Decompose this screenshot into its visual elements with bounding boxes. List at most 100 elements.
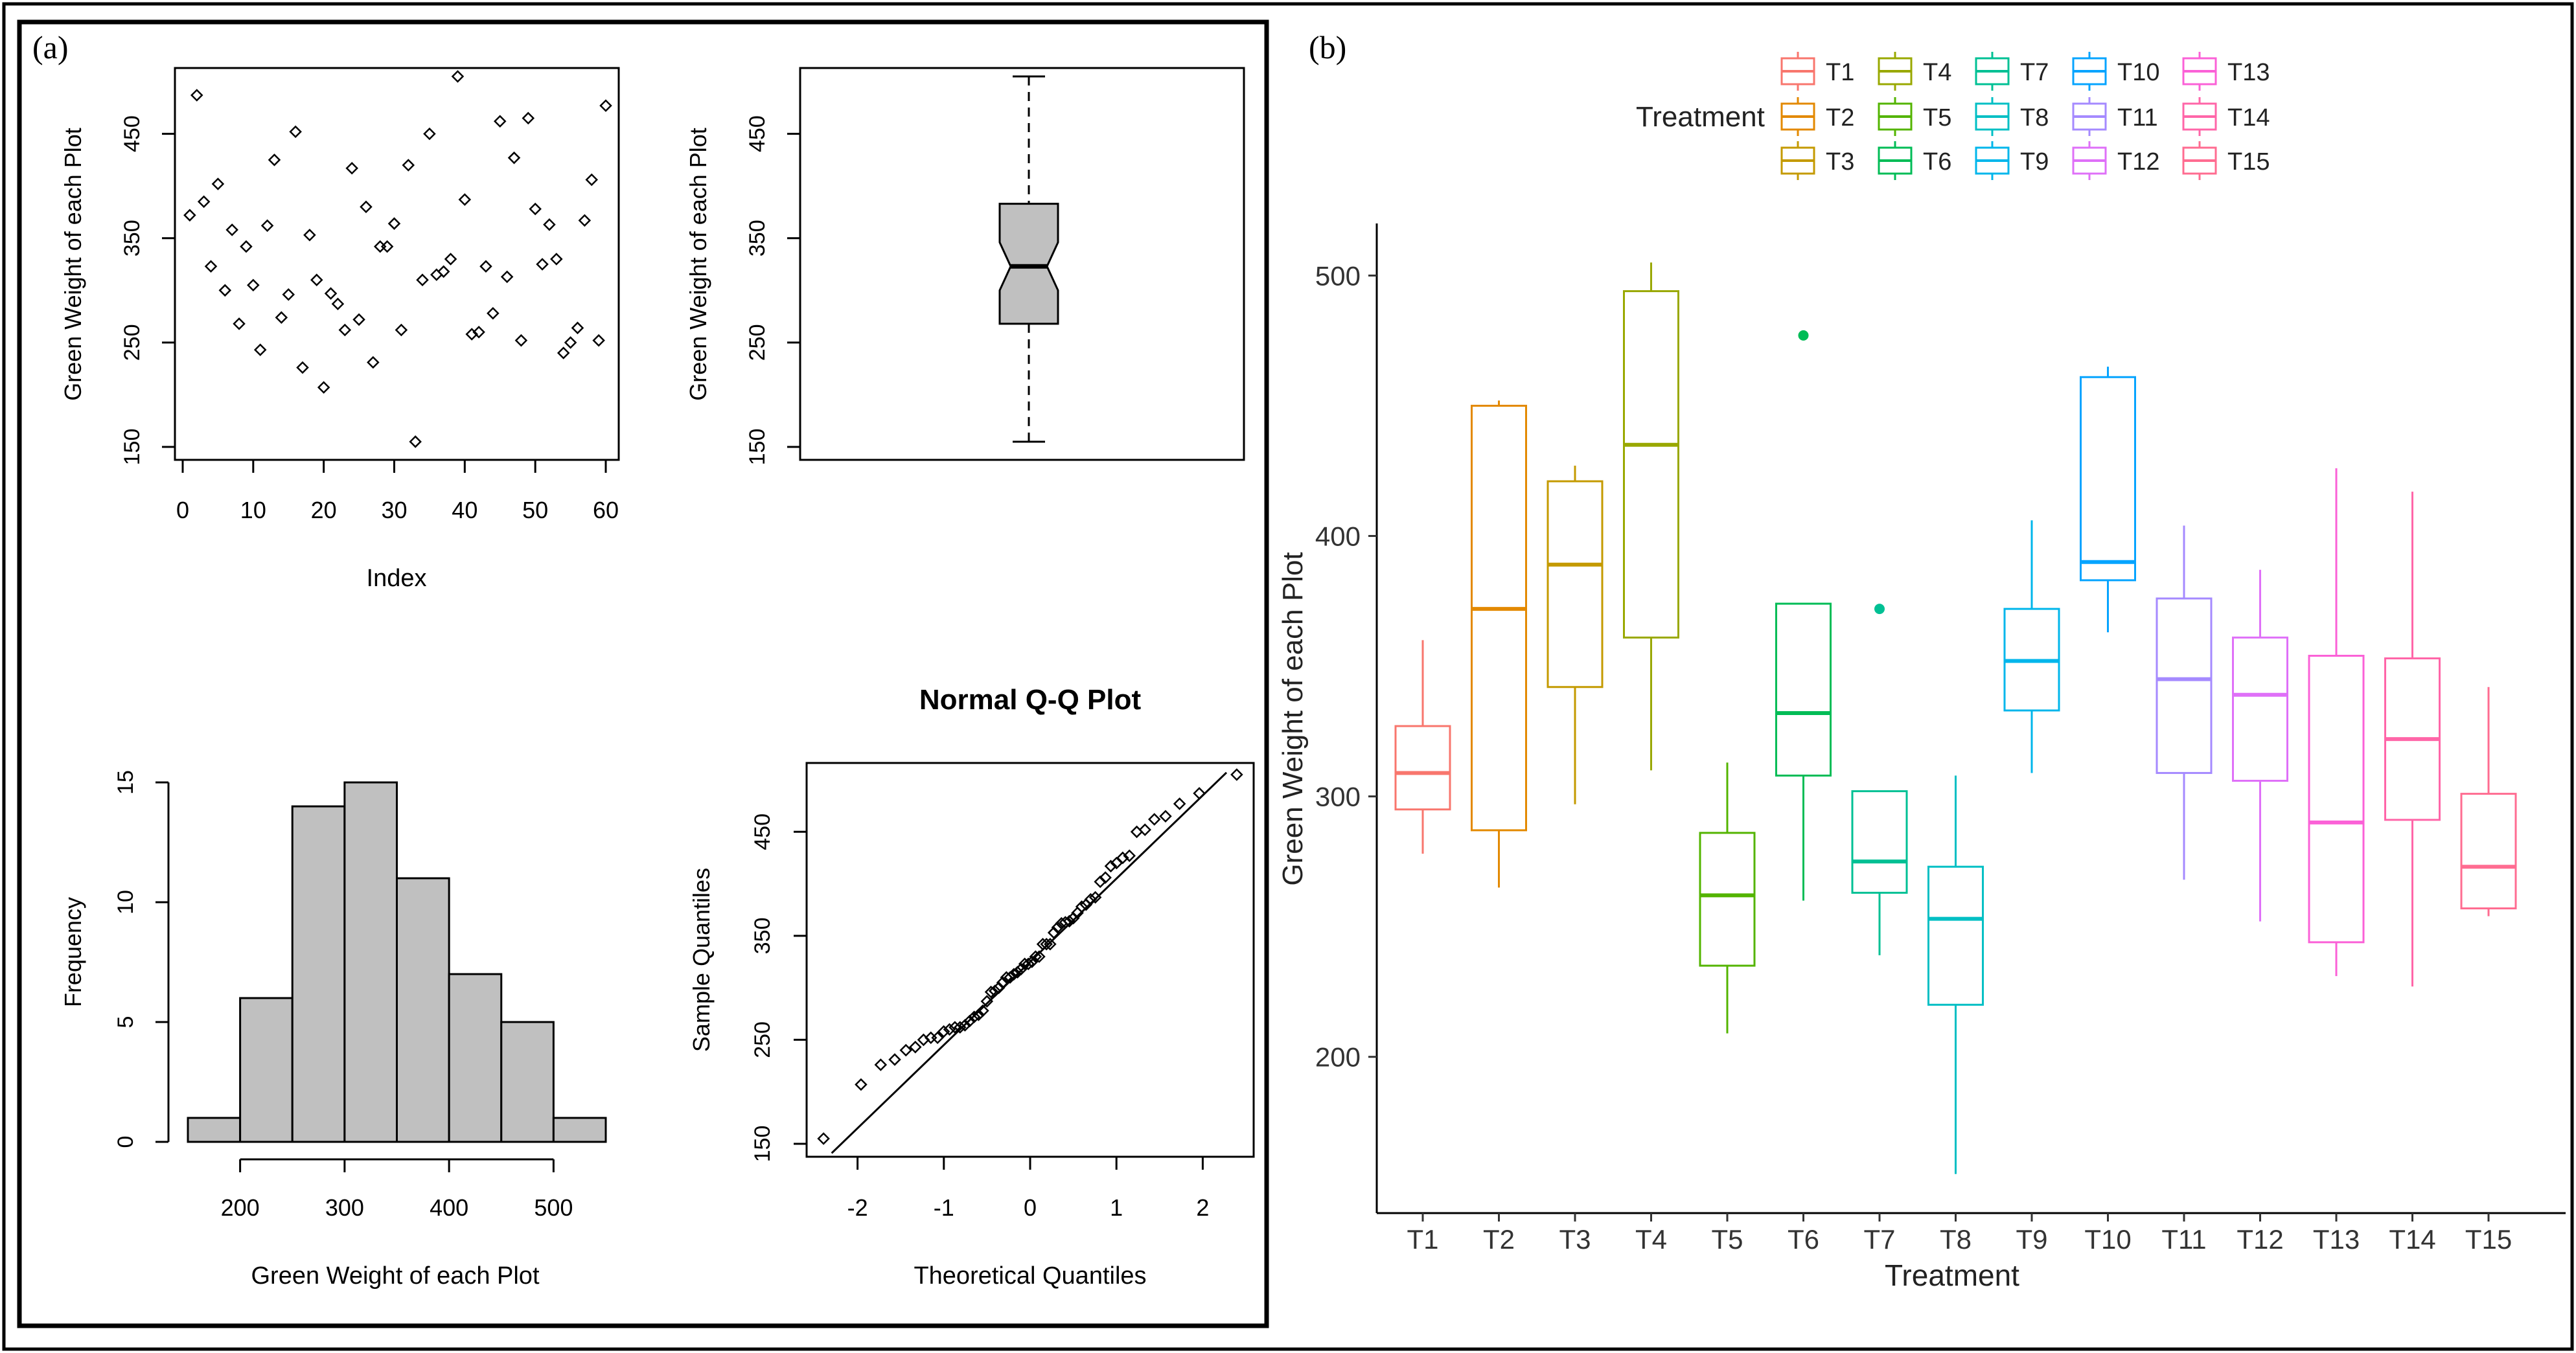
treatment-boxes: [1394, 262, 2517, 1174]
qq-plot-point: [949, 1021, 961, 1034]
histogram-bar: [552, 1117, 607, 1143]
treatment-y-tick-label: 500: [1315, 260, 1361, 291]
index-scatter-y-axis: 150 250 350 450: [120, 115, 176, 466]
index-scatter-x-tick-label: 50: [522, 497, 548, 523]
index-scatter-point: [260, 219, 274, 233]
qq-plot-point: [1040, 937, 1053, 951]
index-scatter-point: [303, 229, 316, 242]
treatment-y-axis: 200 300 400 500: [1315, 260, 1377, 1073]
index-scatter-point: [409, 435, 422, 448]
index-scatter-point: [331, 297, 345, 311]
histogram-bar: [500, 1021, 555, 1143]
qq-plot-line: [831, 771, 1228, 1154]
index-scatter-point: [387, 217, 401, 230]
index-scatter-x-tick-label: 40: [452, 497, 477, 523]
treatment-box: [1471, 404, 1527, 832]
index-scatter-x-tick-label: 60: [593, 497, 619, 523]
treatment-legend-label: T8: [2020, 104, 2049, 131]
index-scatter-point: [578, 214, 592, 227]
index-scatter-point: [317, 381, 330, 394]
index-scatter-point: [529, 202, 542, 216]
index-scatter-point: [345, 162, 358, 175]
histogram-y-axis: 0 5 10 15: [113, 770, 170, 1148]
treatment-legend-label: T4: [1923, 59, 1951, 86]
treatment-legend-label: T2: [1826, 104, 1854, 131]
treatment-legend-label: T14: [2227, 104, 2270, 131]
index-scatter-point: [465, 328, 478, 341]
qq-plot-point: [1104, 859, 1118, 873]
histogram-bar: [291, 805, 346, 1143]
boxplot-all-y-tick-label: 450: [745, 115, 770, 152]
index-scatter-point: [543, 218, 556, 231]
qq-plot-point: [1051, 921, 1064, 934]
treatment-legend: T1 T2 T3 T4 T5 T6 T7 T8 T9 T10 T11 T12 T13 T14 T15: [1780, 52, 2270, 180]
histogram-bars: [187, 781, 607, 1143]
panel-b-label: (b): [1309, 29, 1346, 65]
index-scatter-point: [395, 323, 408, 337]
boxplot-all-y-axis: 150 250 350 450: [745, 115, 801, 465]
index-scatter-y-tick-label: 450: [120, 115, 144, 152]
treatment-legend-label: T12: [2117, 148, 2159, 176]
index-scatter-y-tick-label: 150: [120, 429, 144, 466]
boxplot-all-box: [998, 75, 1059, 443]
treatment-box: [1699, 832, 1756, 967]
treatment-box: [2232, 636, 2288, 782]
treatment-legend-title: Treatment: [1636, 101, 1765, 133]
index-scatter-point: [416, 273, 429, 286]
qq-plot-y-tick-label: 250: [750, 1021, 775, 1058]
index-scatter-points: [183, 70, 612, 448]
index-scatter-point: [571, 321, 584, 335]
treatment-x-tick-label: T13: [2313, 1224, 2360, 1255]
qq-plot-point: [1004, 971, 1017, 984]
qq-plot-xlabel: Theoretical Quantiles: [914, 1262, 1146, 1290]
qq-plot-point: [899, 1043, 913, 1057]
treatment-box: [2080, 376, 2136, 582]
treatment-y-tick-label: 300: [1315, 782, 1361, 812]
treatment-box: [1851, 790, 1908, 894]
index-scatter-point: [472, 325, 485, 339]
treatment-box: [1394, 725, 1451, 811]
qq-plot-title: Normal Q-Q Plot: [919, 684, 1142, 716]
treatment-x-tick-label: T12: [2237, 1224, 2283, 1255]
treatment-x-tick-label: T1: [1407, 1224, 1438, 1255]
treatment-outlier: [1874, 604, 1885, 615]
histogram-y-tick-label: 5: [113, 1016, 138, 1029]
qq-plot-x-tick-label: 2: [1196, 1194, 1209, 1221]
histogram-bar: [448, 973, 503, 1143]
index-scatter-x-axis: 0 10 20 30 40 50 60: [176, 459, 619, 523]
index-scatter-point: [247, 279, 260, 292]
index-scatter-point: [197, 195, 211, 209]
treatment-legend-label: T9: [2020, 148, 2049, 176]
treatment-x-tick-label: T5: [1711, 1224, 1743, 1255]
index-scatter-y-tick-label: 350: [120, 220, 144, 256]
qq-plot-point: [967, 1010, 981, 1023]
qq-plot-ylabel: Sample Quantiles: [688, 868, 715, 1052]
index-scatter-point: [183, 209, 196, 222]
qq-plot-point: [963, 1014, 976, 1028]
index-scatter-point: [289, 125, 302, 139]
qq-plot-point: [937, 1025, 950, 1038]
index-scatter-point: [514, 334, 528, 347]
index-scatter-plot-box: [174, 67, 620, 461]
qq-plot-points: [817, 768, 1243, 1145]
histogram-x-tick-label: 500: [534, 1194, 573, 1221]
qq-plot-point: [1099, 871, 1112, 884]
qq-plot-point: [972, 1008, 985, 1021]
index-scatter-point: [352, 313, 365, 326]
histogram-x-tick-label: 300: [325, 1194, 364, 1221]
boxplot-all-y-tick-label: 250: [745, 324, 770, 361]
index-scatter-point: [557, 347, 570, 359]
histogram-y-tick-label: 15: [113, 770, 138, 795]
qq-plot-point: [1026, 955, 1039, 968]
qq-plot-x-tick-label: 0: [1024, 1194, 1037, 1221]
treatment-x-tick-label: T8: [1940, 1224, 1972, 1255]
histogram-bar: [239, 997, 293, 1143]
index-scatter-point: [451, 70, 465, 83]
index-scatter-point: [240, 240, 253, 253]
index-scatter-point: [324, 287, 338, 300]
index-scatter-chart: 0 10 20 30 40 50 60 150 250 350 450 Index Green W…: [60, 67, 620, 592]
qq-plot-point: [1036, 937, 1050, 951]
qq-plot-point: [931, 1031, 944, 1044]
index-scatter-point: [458, 193, 472, 206]
